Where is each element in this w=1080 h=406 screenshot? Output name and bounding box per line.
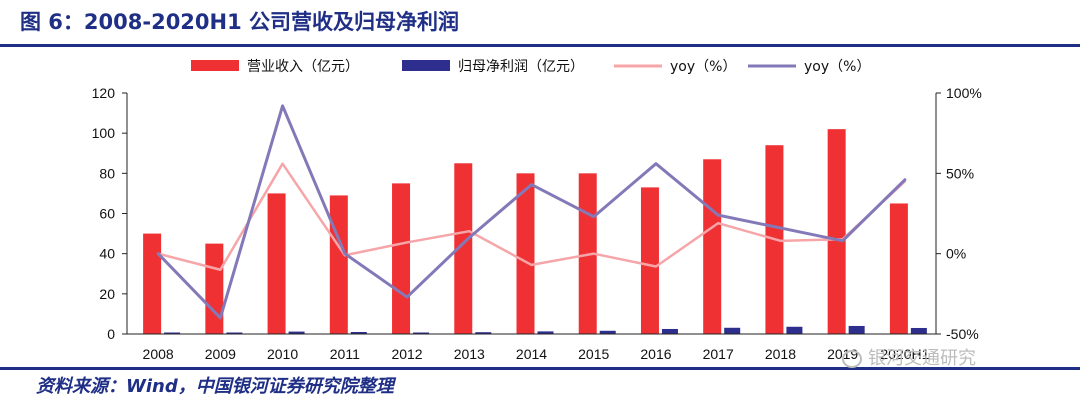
legend-label: 归母净利润（亿元）: [458, 58, 584, 75]
revenue-bar: [889, 203, 908, 334]
revenue-yoy-line: [156, 162, 907, 271]
tick-labels: 0 20 40 60 80 100 120 -50% 0% 50% 100% 2008 2009 2010…: [92, 85, 982, 362]
revenue-bar: [703, 159, 722, 334]
legend-swatch: [402, 60, 450, 71]
x-tick-label: 2008: [143, 346, 174, 362]
line-series: [156, 104, 907, 320]
watermark-text: 银河交通研究: [868, 348, 976, 369]
y-tick-label: 40: [99, 246, 115, 262]
profit-yoy-line: [156, 104, 907, 320]
legend-label: 营业收入（亿元）: [247, 59, 359, 75]
revenue-bar: [392, 183, 411, 334]
revenue-profit-chart: 营业收入（亿元） 归母净利润（亿元） yoy（%） yoy（%） 0 20 40 60 80 1…: [92, 58, 982, 362]
wechat-icon: [842, 350, 862, 368]
revenue-bar: [827, 129, 846, 334]
chart-axes: [122, 92, 941, 335]
x-tick-label: 2016: [640, 346, 671, 362]
profit-bar: [661, 328, 678, 334]
revenue-bar: [640, 187, 659, 334]
profit-bar: [599, 330, 616, 334]
profit-bar: [724, 327, 741, 334]
profit-bar: [350, 331, 367, 334]
figure-title: 图 6：2008-2020H1 公司营收及归母净利润: [20, 10, 460, 34]
revenue-bar: [516, 173, 535, 334]
watermark: 银河交通研究: [842, 344, 976, 370]
x-tick-label: 2014: [516, 346, 547, 362]
source-divider: [0, 367, 1080, 370]
revenue-bar: [329, 195, 348, 334]
y-tick-label: 20: [99, 286, 115, 302]
legend-label: yoy（%）: [670, 59, 736, 75]
y2-tick-label: -50%: [946, 326, 979, 342]
x-tick-label: 2015: [578, 346, 609, 362]
y-tick-label: 100: [92, 125, 116, 141]
profit-bar: [288, 331, 305, 334]
title-divider: [0, 44, 1080, 47]
x-tick-label: 2018: [765, 346, 796, 362]
revenue-bar: [205, 243, 224, 334]
x-tick-label: 2012: [391, 346, 422, 362]
revenue-bar: [143, 233, 162, 334]
y-tick-label: 60: [99, 206, 115, 222]
chart-legend: 营业收入（亿元） 归母净利润（亿元） yoy（%） yoy（%）: [191, 58, 870, 75]
x-tick-label: 2011: [330, 346, 360, 362]
x-tick-label: 2013: [454, 346, 485, 362]
profit-bar: [786, 326, 803, 334]
y2-tick-label: 50%: [946, 165, 974, 181]
revenue-bar: [454, 163, 473, 334]
profit-bar: [413, 332, 430, 334]
bar-series: [143, 129, 927, 334]
y-tick-label: 80: [99, 165, 115, 181]
y2-tick-label: 100%: [946, 85, 982, 101]
revenue-bar: [267, 193, 286, 334]
legend-swatch: [191, 60, 239, 71]
profit-bar: [164, 332, 181, 334]
x-tick-label: 2010: [267, 346, 298, 362]
y2-tick-label: 0%: [946, 246, 966, 262]
source-note: 资料来源：Wind，中国银河证券研究院整理: [36, 376, 394, 397]
profit-bar: [475, 332, 492, 334]
x-tick-label: 2009: [205, 346, 236, 362]
profit-bar: [537, 331, 554, 334]
x-tick-label: 2020H1: [880, 346, 929, 362]
y-tick-label: 120: [92, 85, 116, 101]
legend-label: yoy（%）: [804, 59, 870, 75]
profit-bar: [848, 325, 865, 334]
x-tick-label: 2017: [703, 346, 734, 362]
profit-bar: [910, 327, 927, 334]
y-tick-label: 0: [107, 326, 115, 342]
profit-bar: [226, 332, 243, 334]
